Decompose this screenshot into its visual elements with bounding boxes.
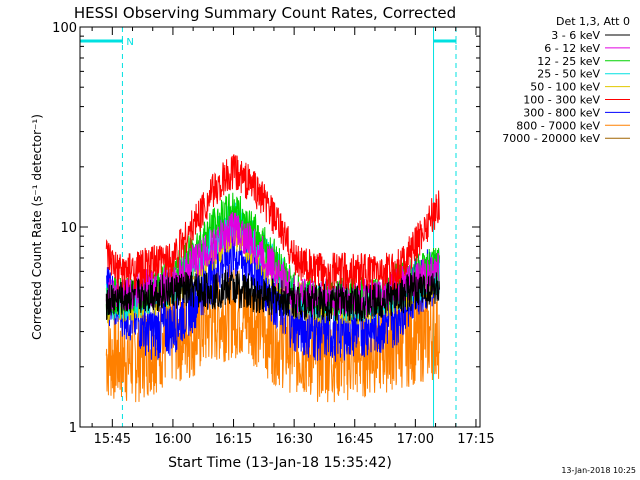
x-tick-label: 16:15 <box>215 432 252 447</box>
y-axis-label: Corrected Count Rate (s⁻¹ detector⁻¹) <box>30 114 44 340</box>
plot-series <box>105 154 440 403</box>
legend-header: Det 1,3, Att 0 <box>556 15 630 28</box>
legend-label: 50 - 100 keV <box>530 81 600 94</box>
footer-date: 13-Jan-2018 10:25 <box>561 466 636 475</box>
legend-label: 12 - 25 keV <box>537 55 600 68</box>
legend-label: 100 - 300 keV <box>523 94 600 107</box>
legend-label: 25 - 50 keV <box>537 68 600 81</box>
y-tick-label: 1 <box>69 421 77 436</box>
x-axis-label: Start Time (13-Jan-18 15:35:42) <box>168 455 392 471</box>
axes: 15:45 16:00 16:15 16:30 16:45 17:00 17:15 1 10 10… <box>52 21 495 447</box>
legend-label: 3 - 6 keV <box>551 29 600 42</box>
y-tick-label: 10 <box>60 221 77 236</box>
night-label: N <box>126 37 133 48</box>
x-tick-label: 17:15 <box>457 432 494 447</box>
x-tick-label: 16:30 <box>275 432 312 447</box>
x-tick-label: 17:00 <box>397 432 434 447</box>
legend-label: 6 - 12 keV <box>544 42 600 55</box>
series-line <box>105 269 440 322</box>
x-tick-label: 15:45 <box>94 432 131 447</box>
legend-label: 800 - 7000 keV <box>516 119 600 132</box>
x-tick-label: 16:45 <box>336 432 373 447</box>
chart-title: HESSI Observing Summary Count Rates, Cor… <box>74 4 456 22</box>
legend-label: 7000 - 20000 keV <box>502 132 600 145</box>
legend-label: 300 - 800 keV <box>523 106 600 119</box>
x-tick-label: 16:00 <box>154 432 191 447</box>
y-tick-label: 100 <box>52 21 77 36</box>
series-line <box>105 154 440 291</box>
